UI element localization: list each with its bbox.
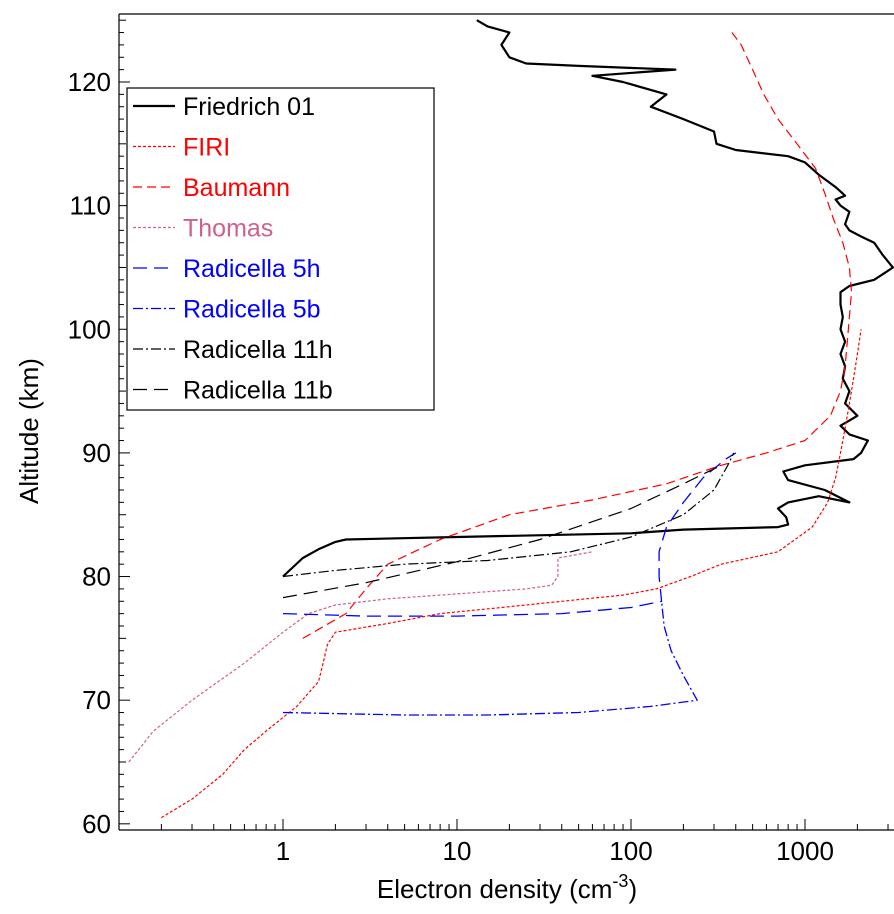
y-tick-label: 60	[82, 809, 111, 839]
y-tick-label: 90	[82, 438, 111, 468]
legend-label-5: Radicella 5h	[183, 255, 321, 283]
legend-label-7: Radicella 11h	[183, 336, 333, 364]
y-tick-label: 70	[82, 685, 111, 715]
x-tick-label: 100	[609, 836, 652, 866]
legend: Friedrich 01 FIRI Baumann Thomas Radicella 5…	[126, 87, 435, 411]
legend-label-3: Baumann	[183, 174, 290, 202]
legend-label-4: Thomas	[183, 215, 273, 243]
series-line-7	[282, 452, 735, 578]
legend-label-1: Friedrich 01	[183, 93, 315, 121]
legend-label-2: FIRI	[183, 134, 230, 162]
x-axis-title: Electron density (cm-3)	[377, 871, 637, 904]
y-tick-label: 80	[82, 562, 111, 592]
series-layer	[128, 19, 894, 819]
x-tick-label: 1	[276, 836, 290, 866]
series-line-3	[302, 32, 853, 639]
y-tick-label: 120	[68, 67, 111, 97]
series-line-5	[282, 452, 737, 617]
series-line-6	[282, 601, 698, 716]
series-line-4	[128, 551, 593, 763]
series-line-1	[282, 19, 894, 578]
y-tick-label: 100	[68, 314, 111, 344]
y-tick-label: 110	[70, 191, 111, 221]
series-line-8	[282, 464, 722, 599]
x-tick-label: 1000	[776, 836, 834, 866]
legend-box	[126, 87, 435, 411]
series-line-2	[161, 329, 862, 819]
legend-label-6: Radicella 5b	[183, 296, 321, 324]
legend-label-8: Radicella 11b	[183, 377, 333, 405]
y-axis-title: Altitude (km)	[14, 358, 44, 504]
x-tick-label: 10	[443, 836, 472, 866]
x-axis-title-superscript: -3	[612, 871, 628, 891]
